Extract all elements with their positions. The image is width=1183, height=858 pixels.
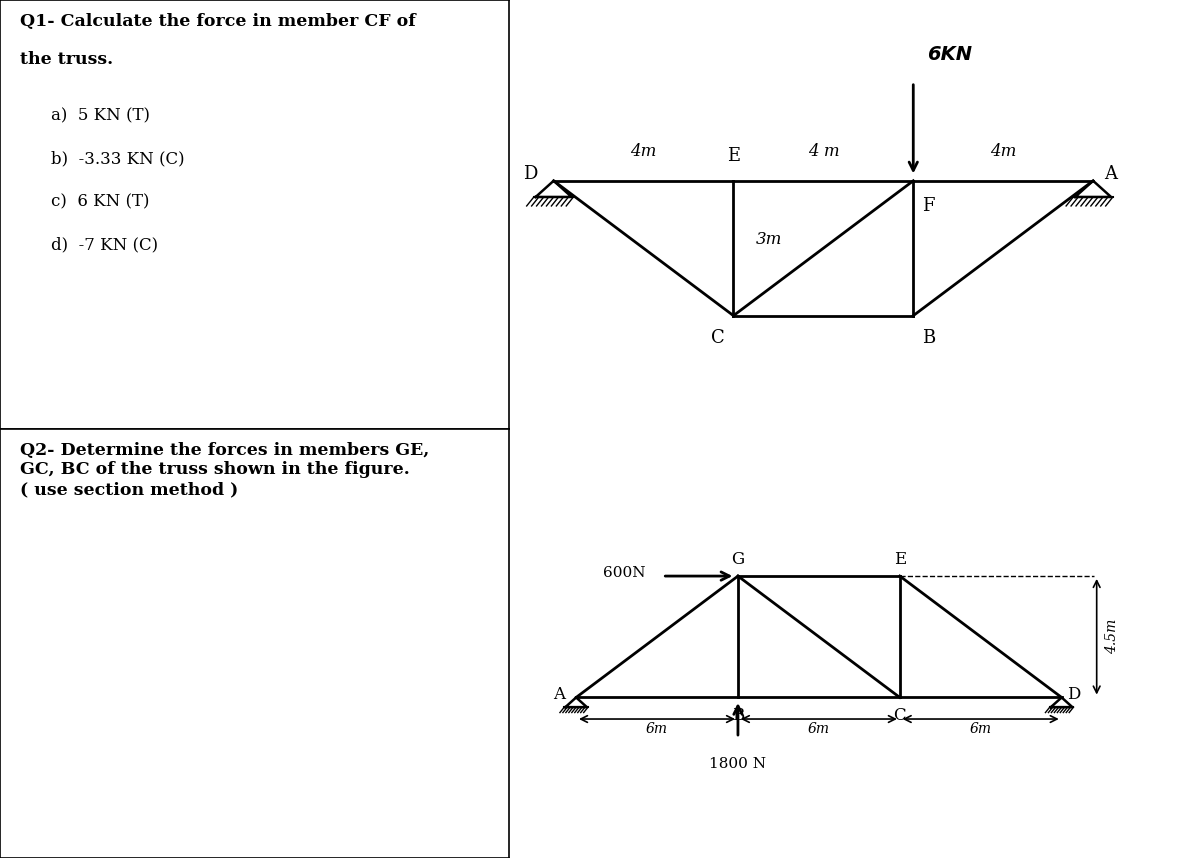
Text: 6m: 6m [808,722,829,735]
Text: D: D [524,165,538,183]
Text: b)  -3.33 KN (C): b) -3.33 KN (C) [51,150,185,167]
Text: F: F [923,196,935,214]
Text: 600N: 600N [603,566,646,580]
Text: E: E [726,147,741,165]
Text: B: B [923,329,936,347]
Text: c)  6 KN (T): c) 6 KN (T) [51,193,149,210]
Text: d)  -7 KN (C): d) -7 KN (C) [51,236,159,253]
Text: 4m: 4m [990,143,1016,160]
Text: 3m: 3m [756,231,782,248]
Text: D: D [1067,686,1080,704]
Text: 4 m: 4 m [808,143,839,160]
Text: 4.5m: 4.5m [1105,619,1119,655]
Text: 6m: 6m [646,722,668,735]
Text: B: B [732,707,744,724]
Text: 4m: 4m [631,143,657,160]
Text: C: C [893,707,906,724]
Text: a)  5 KN (T): a) 5 KN (T) [51,107,150,124]
Text: C: C [711,329,724,347]
Text: 6KN: 6KN [926,45,972,64]
Text: G: G [731,551,744,568]
Text: A: A [1105,165,1117,183]
Text: A: A [554,686,565,704]
Text: Q1- Calculate the force in member CF of: Q1- Calculate the force in member CF of [20,13,416,30]
Text: 6m: 6m [970,722,991,735]
Text: Q2- Determine the forces in members GE,
GC, BC of the truss shown in the figure.: Q2- Determine the forces in members GE, … [20,442,429,498]
Text: the truss.: the truss. [20,51,114,69]
Text: E: E [893,551,906,568]
Text: 1800 N: 1800 N [710,757,767,770]
